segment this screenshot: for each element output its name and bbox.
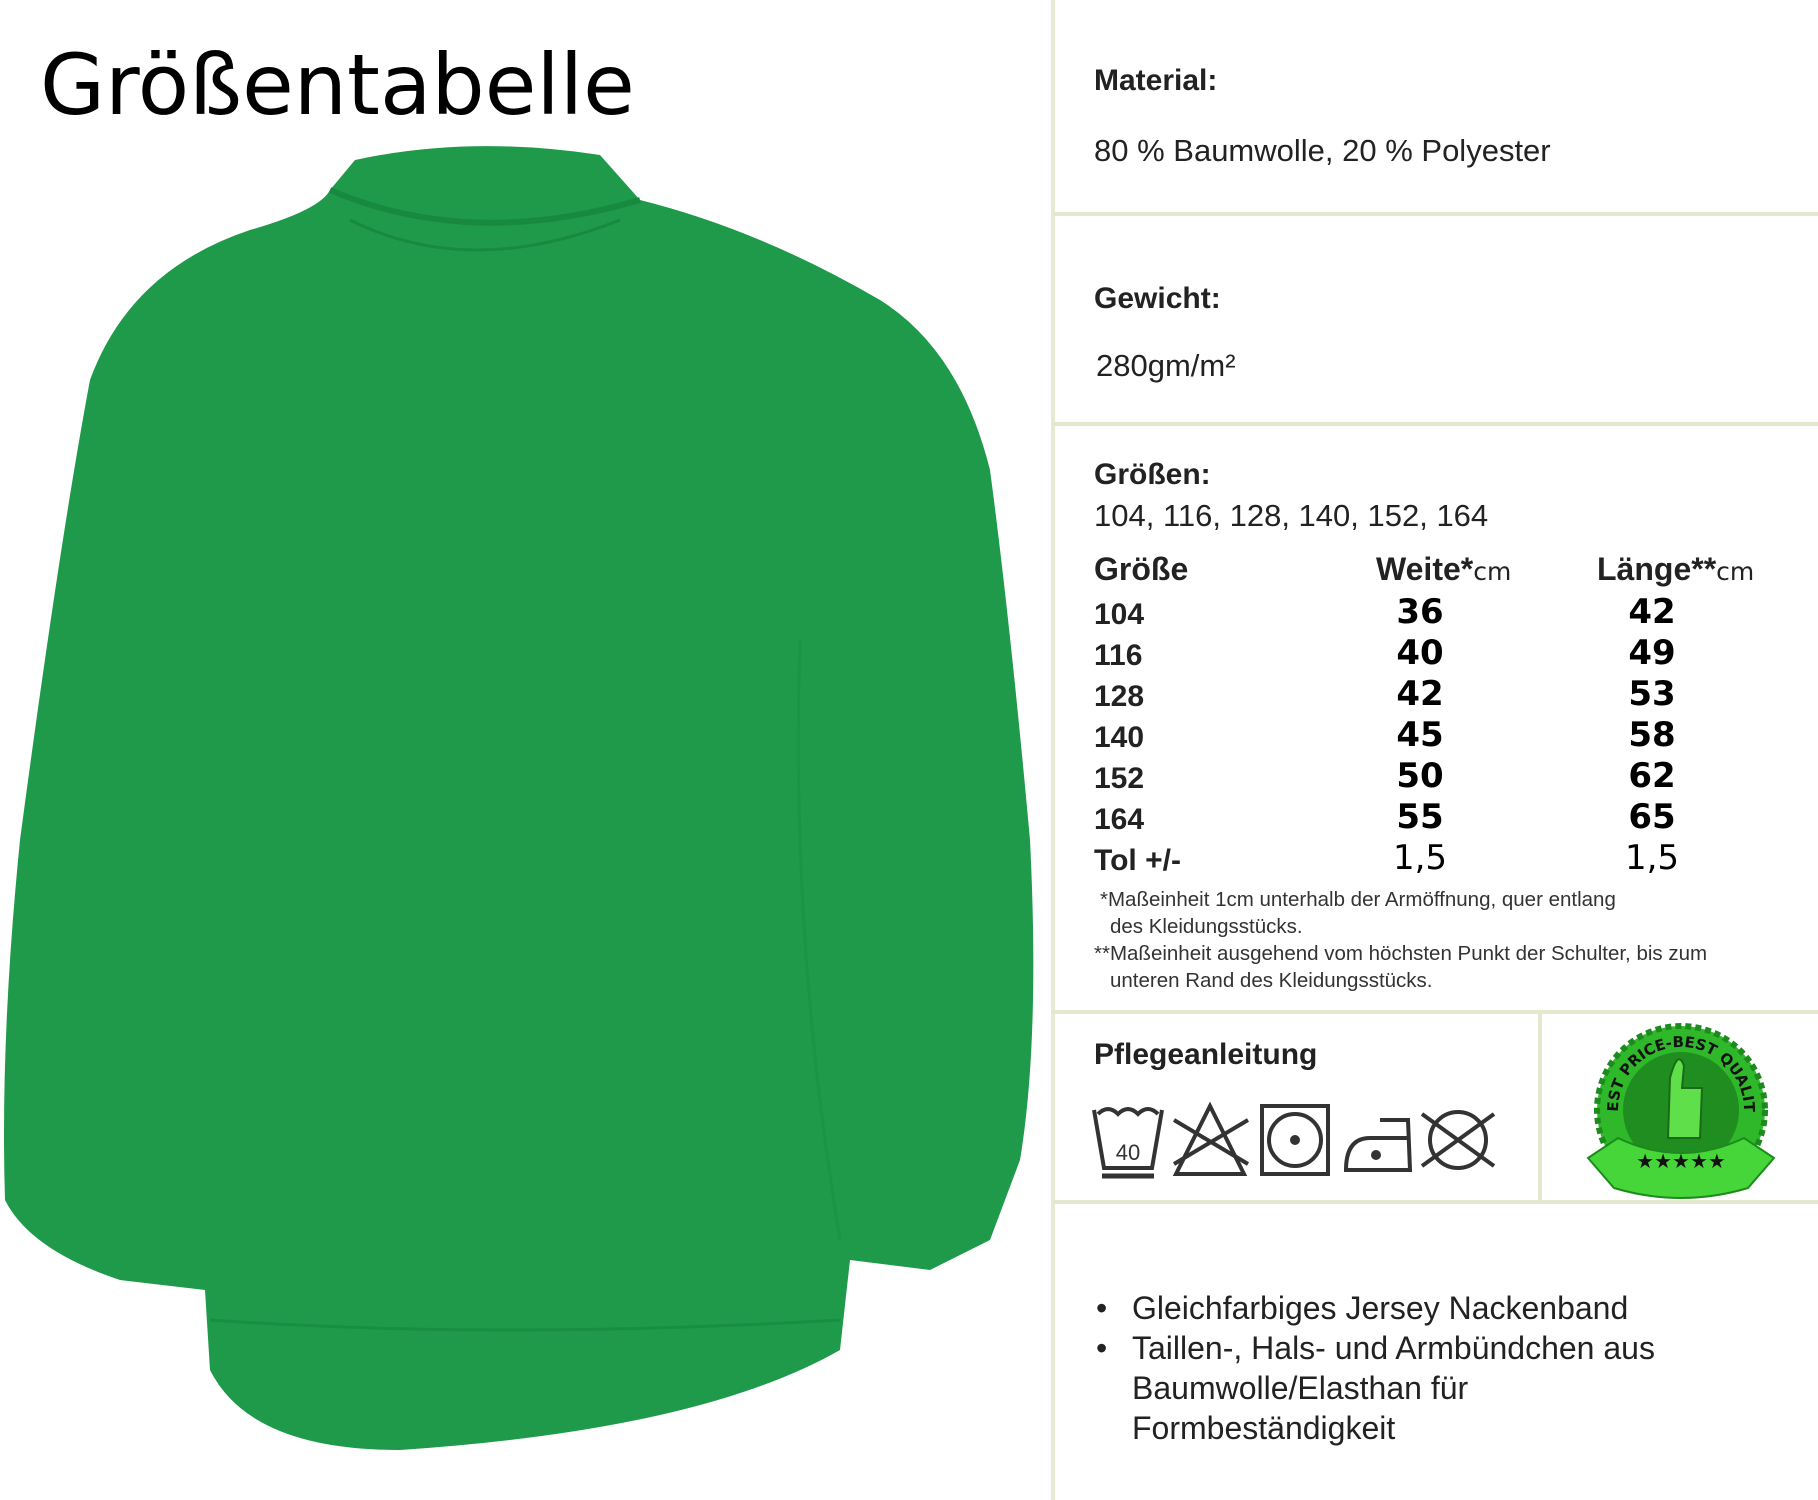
care-label: Pflegeanleitung	[1094, 1038, 1318, 1071]
weight-label: Gewicht:	[1094, 282, 1221, 315]
size-cell: 164	[1094, 803, 1145, 836]
header-unit: cm	[1473, 557, 1512, 586]
header-unit: cm	[1716, 557, 1755, 586]
size-cell: 152	[1094, 762, 1145, 795]
material-label: Material:	[1094, 64, 1218, 97]
divider	[1053, 1010, 1818, 1014]
feature-item: Gleichfarbiges Jersey Nackenband	[1096, 1288, 1732, 1328]
tumble-dry-icon	[1260, 1104, 1330, 1176]
divider	[1053, 1200, 1818, 1204]
no-dry-clean-icon	[1420, 1110, 1496, 1170]
size-cell: 104	[1094, 598, 1145, 631]
size-cell: 128	[1094, 680, 1145, 713]
page-title: Größentabelle	[40, 36, 635, 134]
divider	[1053, 212, 1818, 216]
header-text: Weite*	[1376, 551, 1474, 587]
length-cell: 58	[1628, 715, 1676, 755]
no-bleach-icon	[1172, 1101, 1250, 1176]
wash-temp: 40	[1116, 1140, 1140, 1165]
length-cell: 1,5	[1624, 838, 1680, 878]
sizes-label: Größen:	[1094, 458, 1211, 491]
iron-low-icon	[1343, 1118, 1413, 1172]
length-cell: 62	[1628, 756, 1676, 796]
weight-value: 280gm/m²	[1096, 348, 1236, 383]
width-cell: 40	[1396, 633, 1444, 673]
material-value: 80 % Baumwolle, 20 % Polyester	[1094, 133, 1551, 168]
header-size: Größe	[1094, 551, 1188, 588]
width-cell: 45	[1396, 715, 1444, 755]
care-icons: 40	[1092, 1101, 1496, 1179]
wash-40-icon: 40	[1092, 1107, 1164, 1179]
header-width: Weite*cm	[1376, 551, 1511, 588]
width-cell: 1,5	[1392, 838, 1448, 878]
length-cell: 53	[1628, 674, 1676, 714]
sizes-value: 104, 116, 128, 140, 152, 164	[1094, 498, 1489, 533]
feature-list: Gleichfarbiges Jersey Nackenband Taillen…	[1096, 1288, 1732, 1448]
svg-text:★★★★★: ★★★★★	[1636, 1149, 1726, 1173]
sweater-image	[4, 146, 1034, 1451]
footnote: unteren Rand des Kleidungsstücks.	[1110, 969, 1433, 992]
footnote: *Maßeinheit 1cm unterhalb der Armöffnung…	[1100, 888, 1616, 911]
header-text: Länge**	[1597, 551, 1717, 587]
footnote: des Kleidungsstücks.	[1110, 915, 1303, 938]
divider	[1538, 1012, 1542, 1200]
size-cell: Tol +/-	[1094, 844, 1181, 877]
header-text: Größe	[1094, 551, 1189, 587]
width-cell: 55	[1396, 797, 1444, 837]
footnote: **Maßeinheit ausgehend vom höchsten Punk…	[1094, 942, 1708, 965]
feature-item: Taillen-, Hals- und Armbündchen aus Baum…	[1096, 1328, 1732, 1448]
width-cell: 36	[1396, 592, 1444, 632]
divider	[1053, 422, 1818, 426]
divider	[1051, 0, 1055, 1500]
header-length: Länge**cm	[1597, 551, 1754, 588]
length-cell: 42	[1628, 592, 1676, 632]
size-cell: 116	[1094, 639, 1143, 672]
best-price-badge: ★★★★★ BEST PRICE-BEST QUALITY	[1578, 1018, 1776, 1199]
width-cell: 42	[1396, 674, 1444, 714]
length-cell: 49	[1628, 633, 1676, 673]
width-cell: 50	[1396, 756, 1444, 796]
length-cell: 65	[1628, 797, 1676, 837]
size-cell: 140	[1094, 721, 1145, 754]
